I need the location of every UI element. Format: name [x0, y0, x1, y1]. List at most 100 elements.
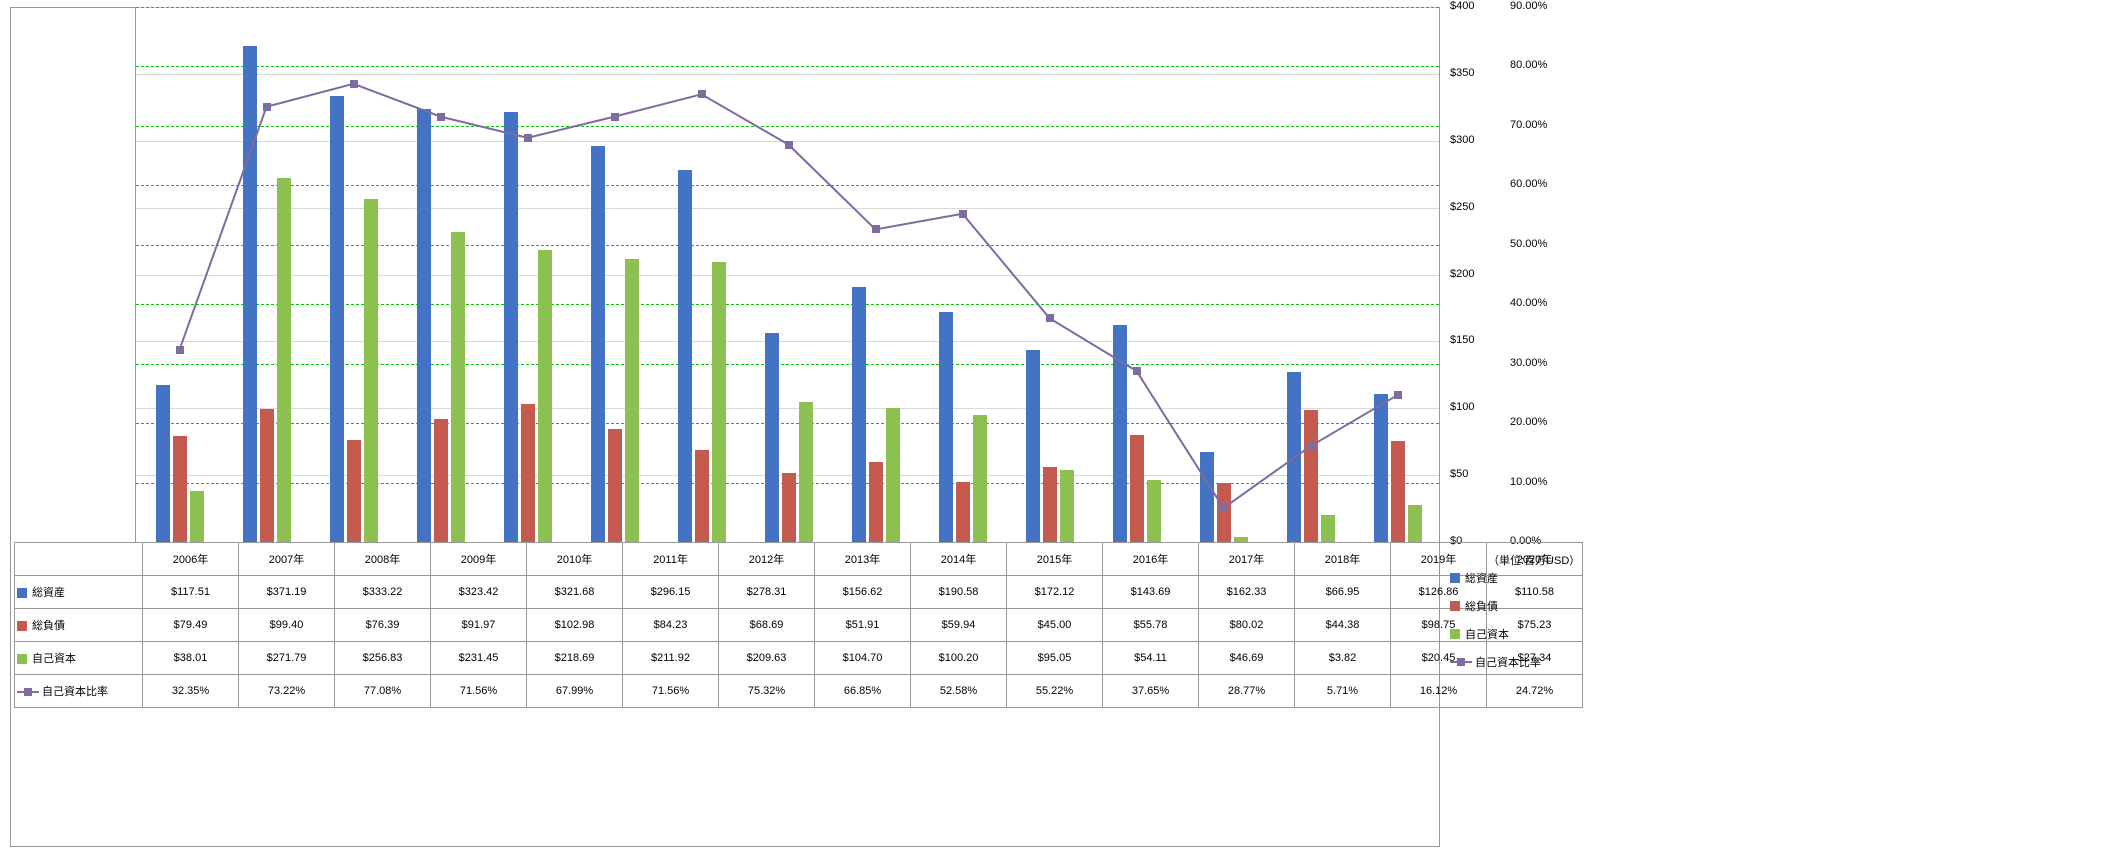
- ratio-cell: 67.99%: [527, 675, 623, 708]
- ratio-cell: 71.56%: [623, 675, 719, 708]
- equity-label: 自己資本: [32, 653, 76, 665]
- table-header-row: 2006年2007年2008年2009年2010年2011年2012年2013年…: [15, 543, 1583, 576]
- legend-liabilities-label: 総負債: [1465, 598, 1498, 614]
- liabilities-cell: $44.38: [1295, 609, 1391, 642]
- series-header-blank: [15, 543, 143, 576]
- equity-bar: [451, 232, 465, 542]
- liabilities-bar: [956, 482, 970, 542]
- secondary-y-tick: 40.00%: [1510, 297, 1547, 309]
- equity-label-cell: 自己資本: [15, 642, 143, 675]
- equity-cell: $54.11: [1103, 642, 1199, 675]
- liabilities-cell: $99.40: [239, 609, 335, 642]
- liabilities-cell: $55.78: [1103, 609, 1199, 642]
- ratio-cell: 52.58%: [911, 675, 1007, 708]
- right-legend: 総資産総負債自己資本自己資本比率: [1450, 564, 1541, 676]
- ratio-marker: [698, 90, 706, 98]
- liabilities-cell: $84.23: [623, 609, 719, 642]
- year-header: 2012年: [719, 543, 815, 576]
- year-header: 2018年: [1295, 543, 1391, 576]
- legend-swatch: [1450, 629, 1460, 639]
- assets-bar: [330, 96, 344, 542]
- assets-label: 総資産: [32, 587, 65, 599]
- equity-cell: $231.45: [431, 642, 527, 675]
- ratio-cell: 5.71%: [1295, 675, 1391, 708]
- assets-label-cell: 総資産: [15, 576, 143, 609]
- ratio-cell: 37.65%: [1103, 675, 1199, 708]
- equity-cell: $95.05: [1007, 642, 1103, 675]
- year-header: 2006年: [143, 543, 239, 576]
- primary-y-tick: $400: [1450, 0, 1474, 12]
- primary-y-tick: $300: [1450, 134, 1474, 146]
- assets-bar: [156, 385, 170, 542]
- year-header: 2014年: [911, 543, 1007, 576]
- legend-swatch-line: [17, 687, 39, 697]
- assets-cell: $117.51: [143, 576, 239, 609]
- table-row: 自己資本比率32.35%73.22%77.08%71.56%67.99%71.5…: [15, 675, 1583, 708]
- ratio-label-cell: 自己資本比率: [15, 675, 143, 708]
- ratio-cell: 32.35%: [143, 675, 239, 708]
- equity-bar: [1060, 470, 1074, 542]
- equity-cell: $271.79: [239, 642, 335, 675]
- legend-equity-label: 自己資本: [1465, 626, 1509, 642]
- ratio-marker: [176, 346, 184, 354]
- liabilities-cell: $45.00: [1007, 609, 1103, 642]
- liabilities-bar: [782, 473, 796, 542]
- primary-y-tick: $200: [1450, 268, 1474, 280]
- legend-swatch: [17, 654, 27, 664]
- liabilities-cell: $76.39: [335, 609, 431, 642]
- equity-cell: $218.69: [527, 642, 623, 675]
- assets-cell: $156.62: [815, 576, 911, 609]
- liabilities-bar: [1043, 467, 1057, 542]
- equity-bar: [277, 178, 291, 542]
- ratio-cell: 24.72%: [1487, 675, 1583, 708]
- liabilities-bar: [695, 450, 709, 542]
- ratio-marker: [524, 134, 532, 142]
- secondary-y-tick: 60.00%: [1510, 178, 1547, 190]
- secondary-y-tick: 70.00%: [1510, 119, 1547, 131]
- liabilities-cell: $102.98: [527, 609, 623, 642]
- assets-cell: $278.31: [719, 576, 815, 609]
- equity-bar: [1147, 480, 1161, 542]
- liabilities-label: 総負債: [32, 620, 65, 632]
- assets-bar: [939, 312, 953, 542]
- assets-cell: $172.12: [1007, 576, 1103, 609]
- liabilities-bar: [173, 436, 187, 542]
- assets-bar: [765, 333, 779, 542]
- equity-bar: [712, 262, 726, 542]
- assets-bar: [1113, 325, 1127, 542]
- ratio-marker: [263, 103, 271, 111]
- legend-swatch-line: [1450, 657, 1472, 667]
- legend-assets-label: 総資産: [1465, 570, 1498, 586]
- liabilities-bar: [1391, 441, 1405, 542]
- legend-swatch: [1450, 573, 1460, 583]
- equity-bar: [886, 408, 900, 542]
- equity-cell: $46.69: [1199, 642, 1295, 675]
- assets-cell: $162.33: [1199, 576, 1295, 609]
- assets-bar: [417, 109, 431, 542]
- legend-ratio-label: 自己資本比率: [1475, 654, 1541, 670]
- ratio-marker: [350, 80, 358, 88]
- secondary-y-tick: 20.00%: [1510, 416, 1547, 428]
- assets-bar: [1374, 394, 1388, 542]
- assets-bar: [1026, 350, 1040, 542]
- ratio-marker: [1220, 504, 1228, 512]
- year-header: 2013年: [815, 543, 911, 576]
- assets-bar: [678, 170, 692, 542]
- secondary-y-tick: 30.00%: [1510, 357, 1547, 369]
- legend-liabilities: 総負債: [1450, 592, 1541, 620]
- ratio-marker: [872, 225, 880, 233]
- liabilities-cell: $91.97: [431, 609, 527, 642]
- liabilities-bar: [1304, 410, 1318, 542]
- primary-y-tick: $350: [1450, 67, 1474, 79]
- table-row: 自己資本$38.01$271.79$256.83$231.45$218.69$2…: [15, 642, 1583, 675]
- ratio-marker: [1394, 391, 1402, 399]
- legend-ratio: 自己資本比率: [1450, 648, 1541, 676]
- liabilities-cell: $59.94: [911, 609, 1007, 642]
- year-header: 2010年: [527, 543, 623, 576]
- liabilities-label-cell: 総負債: [15, 609, 143, 642]
- liabilities-cell: $68.69: [719, 609, 815, 642]
- equity-bar: [799, 402, 813, 542]
- assets-cell: $296.15: [623, 576, 719, 609]
- equity-cell: $38.01: [143, 642, 239, 675]
- equity-bar: [190, 491, 204, 542]
